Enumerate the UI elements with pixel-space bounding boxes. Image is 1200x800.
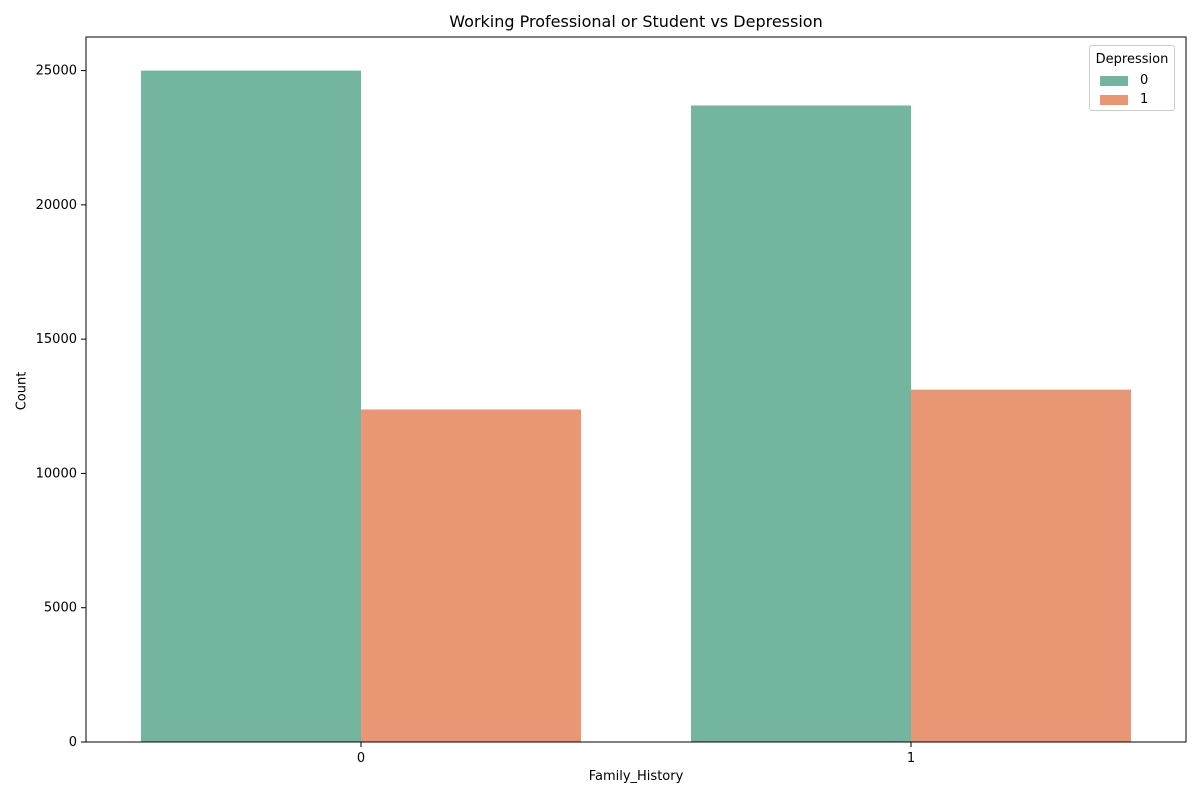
y-tick-label: 5000	[44, 601, 77, 616]
y-tick-label: 10000	[36, 466, 77, 481]
y-tick-label: 20000	[36, 198, 77, 213]
legend-label-0: 0	[1140, 73, 1149, 88]
x-tick-label: 0	[357, 751, 365, 766]
x-tick-label: 1	[907, 751, 915, 766]
bar-series0-cat1	[691, 105, 911, 742]
bar-series1-cat1	[911, 389, 1131, 742]
legend-swatch-1	[1100, 95, 1128, 105]
bar-series1-cat0	[361, 409, 581, 742]
x-axis-label: Family_History	[588, 769, 684, 784]
legend-label-1: 1	[1140, 92, 1149, 107]
legend-title: Depression	[1095, 52, 1169, 67]
plot-frame	[85, 36, 1187, 743]
legend-swatch-0	[1100, 76, 1128, 86]
legend: Depression 0 1	[1089, 45, 1175, 111]
y-tick-label: 0	[69, 735, 77, 750]
chart-title: Working Professional or Student vs Depre…	[449, 12, 823, 31]
y-tick-label: 15000	[36, 332, 77, 347]
y-axis-label: Count	[14, 371, 30, 411]
y-tick-label: 25000	[36, 64, 77, 79]
bar-series0-cat0	[141, 70, 361, 743]
